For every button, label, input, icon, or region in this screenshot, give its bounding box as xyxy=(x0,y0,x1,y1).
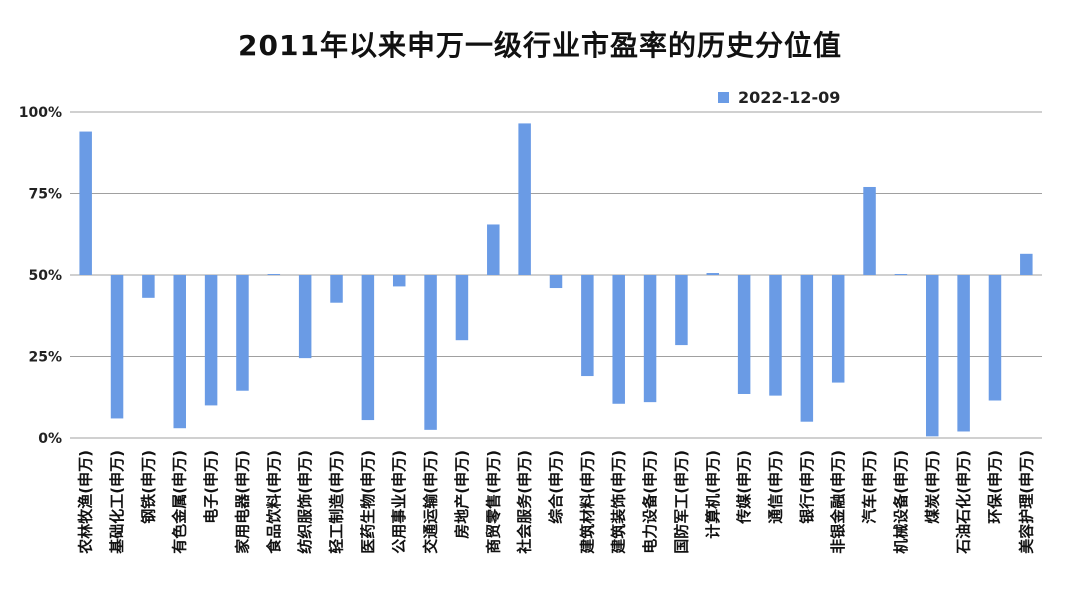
legend-label: 2022-12-09 xyxy=(738,88,841,107)
x-tick-label: 轻工制造(申万) xyxy=(328,450,346,554)
x-tick-label: 石油石化(申万) xyxy=(955,450,973,555)
y-tick-label: 0% xyxy=(38,431,62,447)
bar xyxy=(487,224,500,275)
x-tick-label: 家用电器(申万) xyxy=(233,450,251,554)
bar xyxy=(79,131,92,275)
y-tick-label: 25% xyxy=(28,350,62,366)
x-tick-label: 建筑装饰(申万) xyxy=(610,450,628,554)
x-tick-label: 传媒(申万) xyxy=(735,450,753,525)
x-tick-label: 商贸零售(申万) xyxy=(484,450,502,554)
bar xyxy=(957,275,970,432)
x-tick-label: 通信(申万) xyxy=(766,450,784,524)
bar xyxy=(737,275,751,394)
bar xyxy=(675,275,688,346)
bar xyxy=(612,275,625,404)
x-tick-label: 基础化工(申万) xyxy=(108,450,126,555)
chart-title: 2011年以来申万一级行业市盈率的历史分位值 xyxy=(238,29,842,62)
x-tick-label: 公用事业(申万) xyxy=(390,450,408,554)
bar xyxy=(455,275,469,341)
x-tick-label: 社会服务(申万) xyxy=(516,450,534,555)
bar xyxy=(988,275,1002,401)
x-tick-label: 机械设备(申万) xyxy=(892,450,910,554)
bar xyxy=(330,275,343,303)
bar xyxy=(926,275,939,437)
bar xyxy=(236,275,249,391)
legend: 2022-12-09 xyxy=(718,88,840,107)
bar xyxy=(549,275,563,289)
bar xyxy=(518,123,531,275)
bar xyxy=(204,275,218,406)
bar xyxy=(142,275,155,298)
bar xyxy=(894,274,908,275)
gridlines xyxy=(70,111,1042,439)
bar xyxy=(643,275,657,403)
y-tick-label: 100% xyxy=(19,105,62,121)
x-tick-label: 计算机(申万) xyxy=(704,450,722,539)
y-tick-label: 50% xyxy=(28,268,62,284)
bar xyxy=(706,273,720,275)
x-axis: 农林牧渔(申万) 基础化工(申万) 钢铁(申万) 有色金属(申万) 电子(申万) 家用电器… xyxy=(77,450,1036,555)
bar xyxy=(110,275,124,419)
x-tick-label: 建筑材料(申万) xyxy=(578,450,596,554)
x-tick-label: 纺织服饰(申万) xyxy=(296,450,314,554)
bar xyxy=(361,275,375,421)
x-tick-label: 国防军工(申万) xyxy=(672,450,690,554)
legend-swatch xyxy=(718,92,729,103)
bar xyxy=(831,275,845,383)
bar xyxy=(392,275,406,287)
x-tick-label: 有色金属(申万) xyxy=(171,450,189,554)
x-tick-label: 交通运输(申万) xyxy=(422,450,440,554)
bar xyxy=(800,275,814,422)
x-tick-label: 非银金融(申万) xyxy=(829,450,847,554)
bar xyxy=(298,275,312,359)
bars xyxy=(79,123,1033,437)
bar xyxy=(267,274,281,275)
y-axis: 0% 25% 50% 75% 100% xyxy=(19,105,62,447)
x-tick-label: 电子(申万) xyxy=(202,450,220,524)
x-tick-label: 电力设备(申万) xyxy=(641,450,659,554)
x-tick-label: 房地产(申万) xyxy=(453,450,471,539)
x-tick-label: 煤炭(申万) xyxy=(923,450,941,524)
bar xyxy=(424,275,437,430)
x-tick-label: 银行(申万) xyxy=(798,450,816,524)
bar xyxy=(581,275,594,377)
bar xyxy=(769,275,782,396)
bar xyxy=(863,186,876,275)
x-tick-label: 食品饮料(申万) xyxy=(265,450,283,554)
bar xyxy=(173,275,186,429)
x-tick-label: 汽车(申万) xyxy=(861,450,879,524)
x-tick-label: 美容护理(申万) xyxy=(1017,450,1035,554)
x-tick-label: 医药生物(申万) xyxy=(359,450,377,554)
x-tick-label: 综合(申万) xyxy=(547,450,565,524)
x-tick-label: 环保(申万) xyxy=(986,450,1004,524)
x-tick-label: 农林牧渔(申万) xyxy=(77,450,95,555)
y-tick-label: 75% xyxy=(28,187,62,203)
bar xyxy=(1020,253,1033,275)
x-tick-label: 钢铁(申万) xyxy=(139,450,157,524)
